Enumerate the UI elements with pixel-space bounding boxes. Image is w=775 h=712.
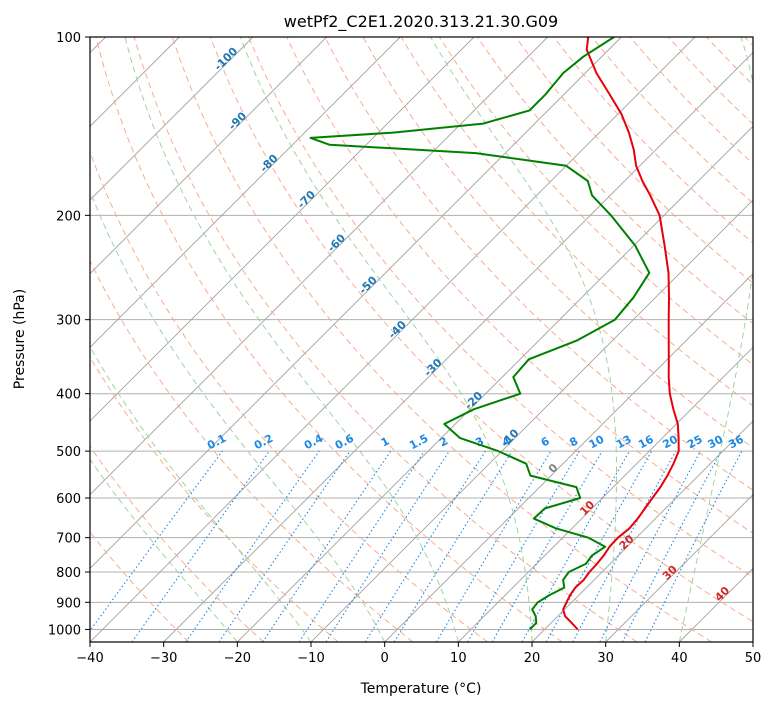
y-tick-label: 300: [56, 314, 81, 329]
y-tick-label: 900: [56, 596, 81, 611]
x-tick-label: 30: [597, 651, 614, 666]
x-tick-label: −10: [297, 651, 324, 666]
x-tick-label: 40: [671, 651, 688, 666]
x-axis-label: Temperature (°C): [360, 681, 482, 697]
y-tick-label: 200: [56, 209, 81, 224]
y-tick-label: 800: [56, 566, 81, 581]
x-tick-label: 10: [450, 651, 467, 666]
y-tick-label: 500: [56, 445, 81, 460]
x-tick-label: 0: [381, 651, 389, 666]
y-tick-label: 100: [56, 31, 81, 46]
y-tick-label: 400: [56, 388, 81, 403]
x-tick-label: −30: [150, 651, 177, 666]
y-tick-label: 1000: [48, 623, 81, 638]
x-tick-label: −40: [76, 651, 103, 666]
x-tick-label: −20: [224, 651, 251, 666]
x-tick-label: 50: [745, 651, 762, 666]
chart-title: wetPf2_C2E1.2020.313.21.30.G09: [284, 12, 558, 32]
y-tick-label: 600: [56, 492, 81, 507]
y-axis-label: Pressure (hPa): [12, 289, 28, 389]
x-tick-label: 20: [524, 651, 541, 666]
y-tick-label: 700: [56, 532, 81, 547]
